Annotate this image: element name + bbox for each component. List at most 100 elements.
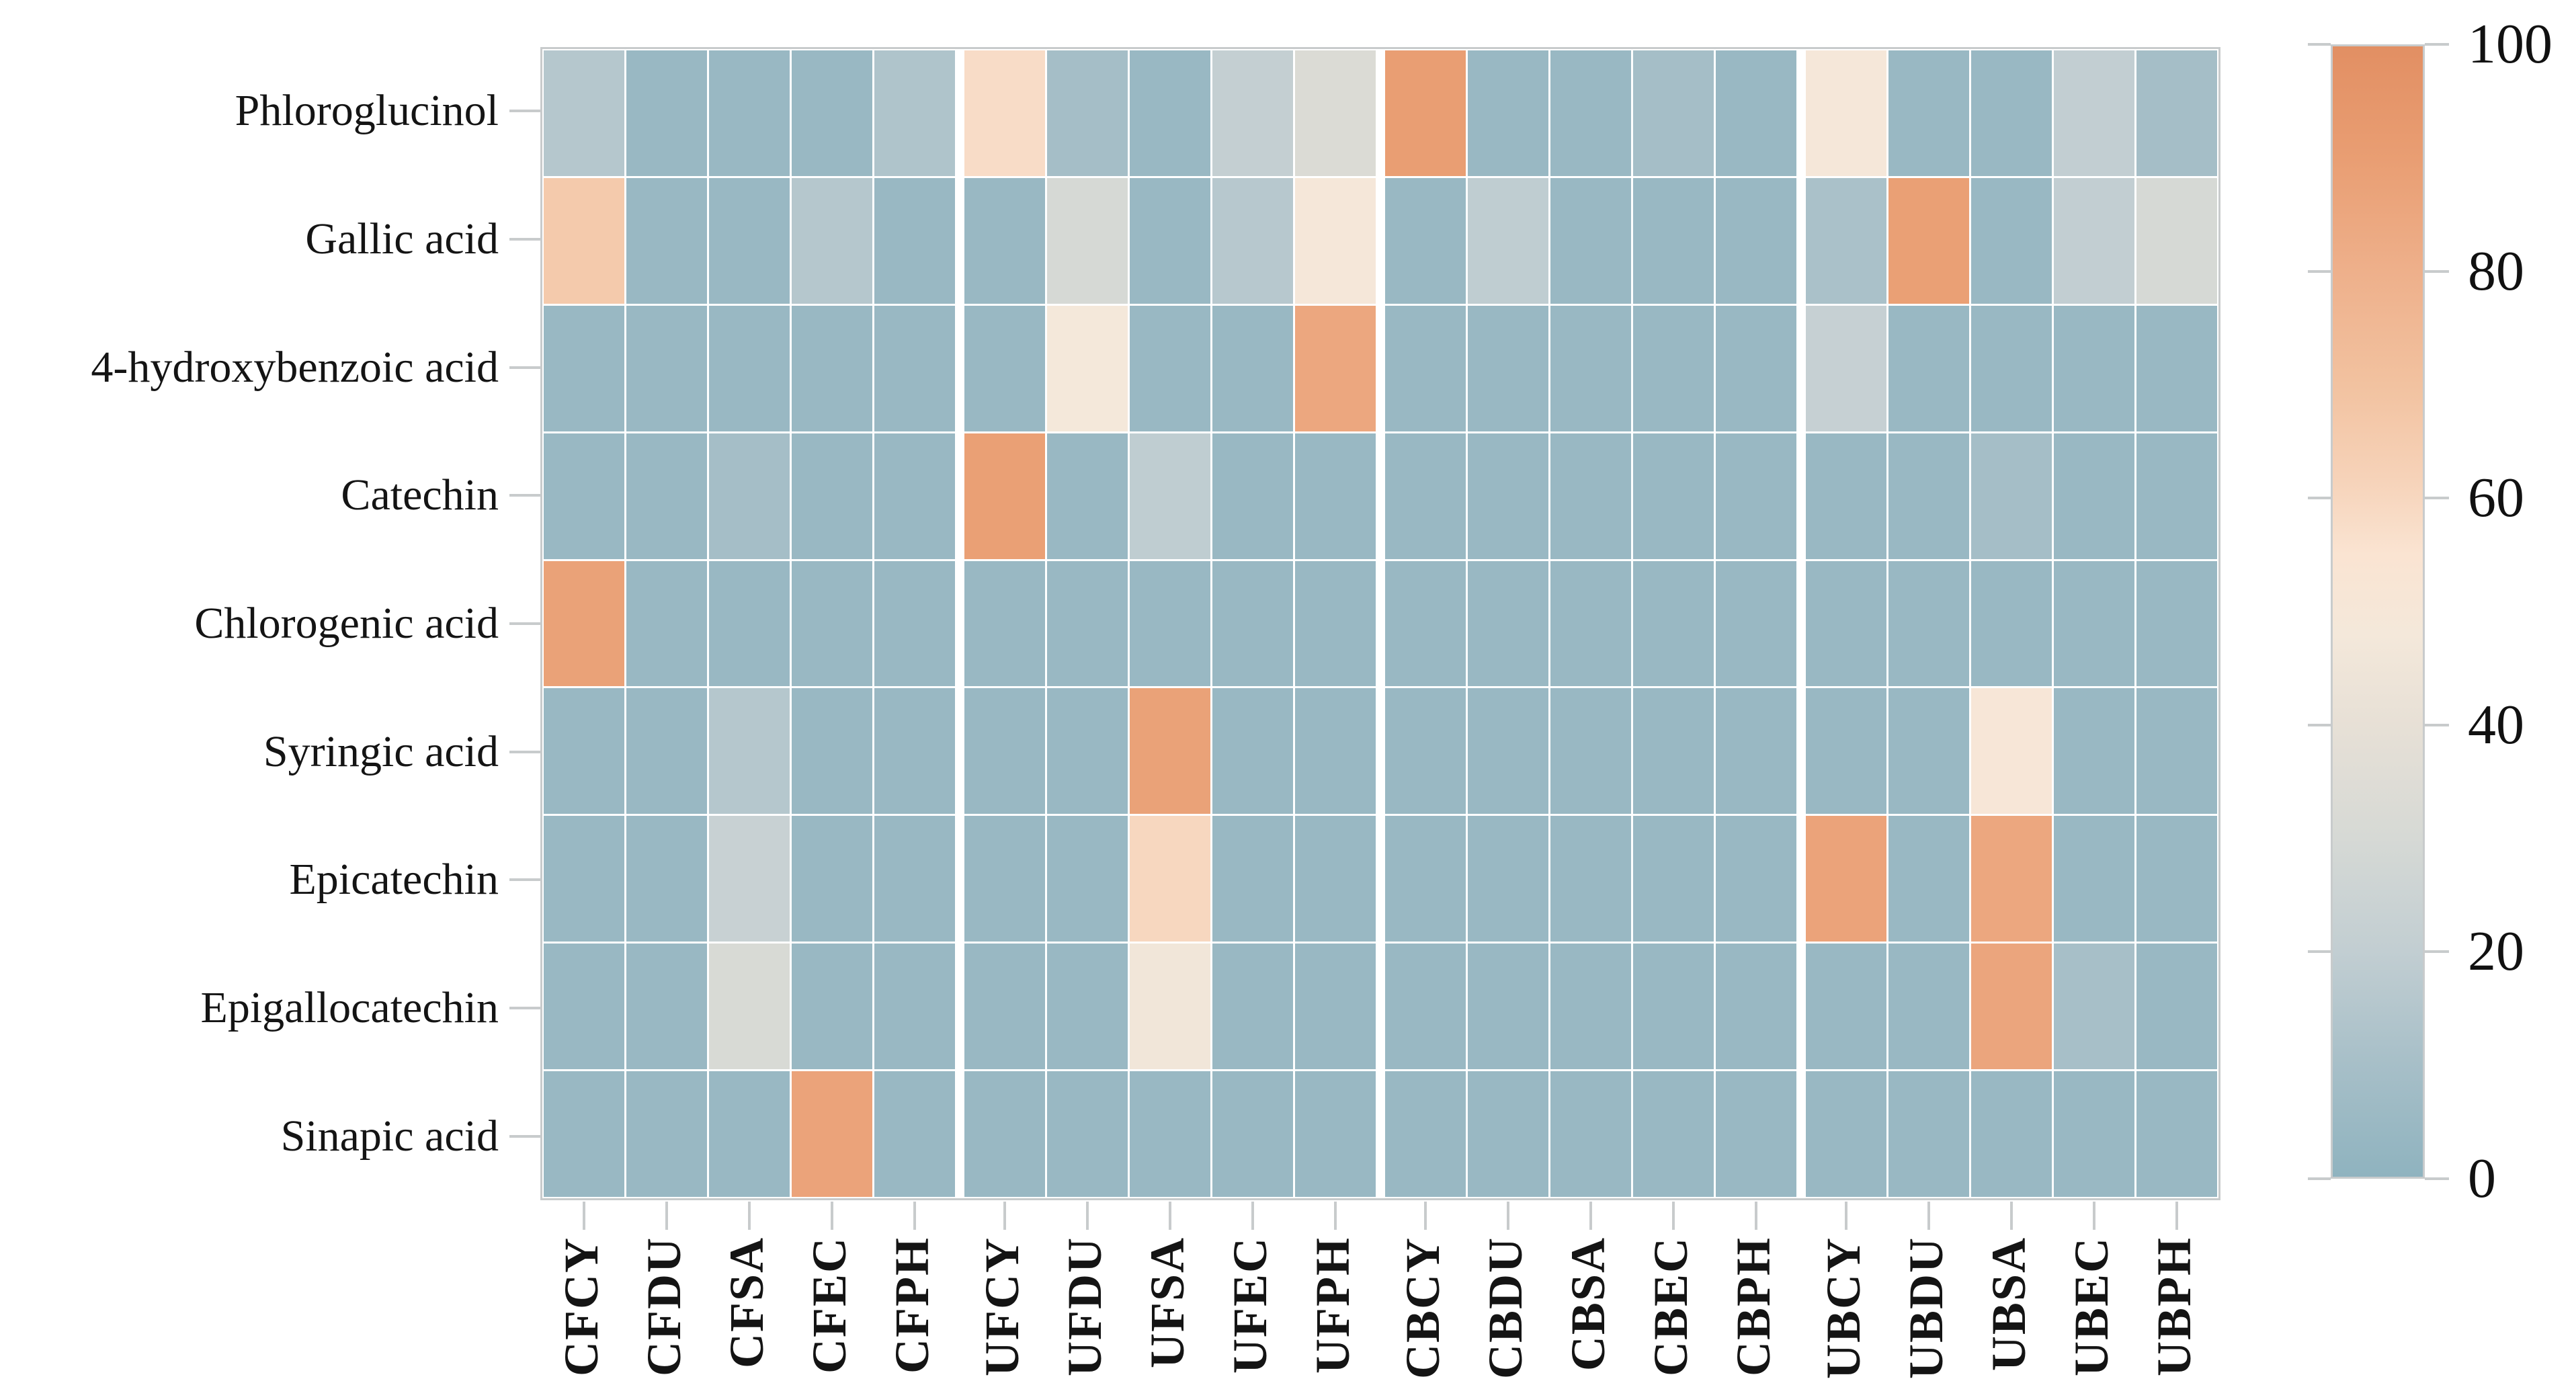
- heatmap-cell: [1550, 305, 1631, 431]
- heatmap-cell: [1888, 560, 1969, 687]
- y-axis-row: Epicatechin: [0, 816, 540, 944]
- colorbar-tick-mark: [2425, 1177, 2449, 1180]
- heatmap-cell: [626, 305, 707, 431]
- heatmap-cell: [1212, 50, 1293, 176]
- heatmap-cell: [1130, 177, 1210, 304]
- heatmap-cell: [544, 50, 624, 176]
- heatmap-cell: [1385, 560, 1466, 687]
- column-label: UFSA: [1140, 1237, 1194, 1369]
- heatmap-cell: [626, 50, 707, 176]
- heatmap-cell: [709, 50, 790, 176]
- heatmap-cell: [1716, 816, 1796, 942]
- y-tick-mark: [509, 1134, 540, 1138]
- heatmap-cell: [1212, 305, 1293, 431]
- heatmap-cell: [792, 944, 872, 1070]
- heatmap-cell: [964, 560, 1045, 687]
- heatmap-cell: [1468, 305, 1548, 431]
- colorbar-tick-mark: [2308, 723, 2331, 726]
- heatmap-cell: [1130, 688, 1210, 814]
- heatmap-cell: [1047, 560, 1128, 687]
- heatmap-column-group: [1806, 50, 2217, 1197]
- heatmap-cell: [1047, 816, 1128, 942]
- heatmap-cell: [709, 560, 790, 687]
- heatmap-cell: [1633, 944, 1714, 1070]
- column-label: UBCY: [1817, 1237, 1870, 1379]
- heatmap-cell: [1550, 1071, 1631, 1197]
- heatmap-cell: [1385, 305, 1466, 431]
- colorbar-tick-mark: [2308, 950, 2331, 954]
- heatmap-cell: [1047, 1071, 1128, 1197]
- heatmap-cell: [2136, 177, 2217, 304]
- heatmap-cell: [1633, 177, 1714, 304]
- heatmap-cell: [1047, 305, 1128, 431]
- heatmap-cell: [544, 177, 624, 304]
- x-tick-mark: [583, 1202, 585, 1230]
- heatmap-cell: [1550, 944, 1631, 1070]
- column-label: UBPH: [2147, 1237, 2201, 1377]
- column-label: CFEC: [802, 1237, 856, 1374]
- heatmap-cell: [544, 433, 624, 559]
- heatmap-cell: [1971, 944, 2052, 1070]
- heatmap-cell: [2054, 1071, 2134, 1197]
- colorbar-tick-label: 100: [2468, 13, 2552, 75]
- heatmap-cell: [1212, 560, 1293, 687]
- heatmap-cell: [2054, 50, 2134, 176]
- x-tick-mark: [831, 1202, 833, 1230]
- heatmap-cell: [626, 177, 707, 304]
- heatmap-cell: [1806, 1071, 1886, 1197]
- heatmap-cell: [1550, 560, 1631, 687]
- heatmap-cell: [964, 1071, 1045, 1197]
- heatmap-cell: [1468, 560, 1548, 687]
- heatmap-cell: [2054, 305, 2134, 431]
- y-axis-row: Gallic acid: [0, 175, 540, 304]
- heatmap-cell: [1468, 50, 1548, 176]
- heatmap-cell: [1888, 433, 1969, 559]
- heatmap-cell: [1888, 816, 1969, 942]
- heatmap-cell: [1385, 688, 1466, 814]
- row-label: Catechin: [341, 470, 499, 520]
- heatmap-cell: [874, 816, 955, 942]
- heatmap-cell: [1971, 816, 2052, 942]
- colorbar-tick-mark: [2425, 43, 2449, 46]
- colorbar-tick-label: 40: [2468, 693, 2524, 756]
- heatmap-cell: [626, 1071, 707, 1197]
- heatmap-cell: [792, 433, 872, 559]
- colorbar-tick-mark: [2308, 43, 2331, 46]
- heatmap-cell: [1716, 944, 1796, 1070]
- heatmap-cell: [792, 816, 872, 942]
- colorbar-tick-label: 0: [2468, 1147, 2496, 1210]
- heatmap-cell: [874, 50, 955, 176]
- heatmap-cell: [1806, 305, 1886, 431]
- heatmap-cell: [2136, 944, 2217, 1070]
- heatmap-cell: [1633, 433, 1714, 559]
- heatmap-cell: [1550, 177, 1631, 304]
- colorbar-tick-mark: [2425, 269, 2449, 273]
- column-label: CBPH: [1727, 1237, 1780, 1377]
- row-label: 4-hydroxybenzoic acid: [91, 342, 499, 392]
- heatmap-cell: [626, 816, 707, 942]
- heatmap-cell: [626, 944, 707, 1070]
- heatmap-cell: [1716, 688, 1796, 814]
- row-label: Sinapic acid: [280, 1111, 499, 1161]
- x-tick-mark: [1003, 1202, 1006, 1230]
- colorbar-tick-mark: [2425, 723, 2449, 726]
- y-axis-row: Sinapic acid: [0, 1072, 540, 1200]
- row-label: Gallic acid: [305, 214, 499, 263]
- colorbar-tick-mark: [2425, 497, 2449, 500]
- heatmap-cell: [792, 305, 872, 431]
- heatmap-cell: [1806, 433, 1886, 559]
- column-label: CFCY: [554, 1237, 608, 1376]
- heatmap-cell: [1047, 433, 1128, 559]
- column-label: CFDU: [637, 1237, 691, 1376]
- heatmap-cell: [1888, 688, 1969, 814]
- column-label: CBCY: [1396, 1237, 1450, 1379]
- heatmap-cell: [1806, 177, 1886, 304]
- heatmap-cell: [1212, 1071, 1293, 1197]
- heatmap-cell: [1716, 177, 1796, 304]
- heatmap-cell: [2054, 944, 2134, 1070]
- heatmap-cell: [1212, 177, 1293, 304]
- colorbar-tick-mark: [2308, 269, 2331, 273]
- heatmap-cell: [1468, 1071, 1548, 1197]
- heatmap-cell: [1385, 177, 1466, 304]
- y-tick-mark: [509, 238, 540, 241]
